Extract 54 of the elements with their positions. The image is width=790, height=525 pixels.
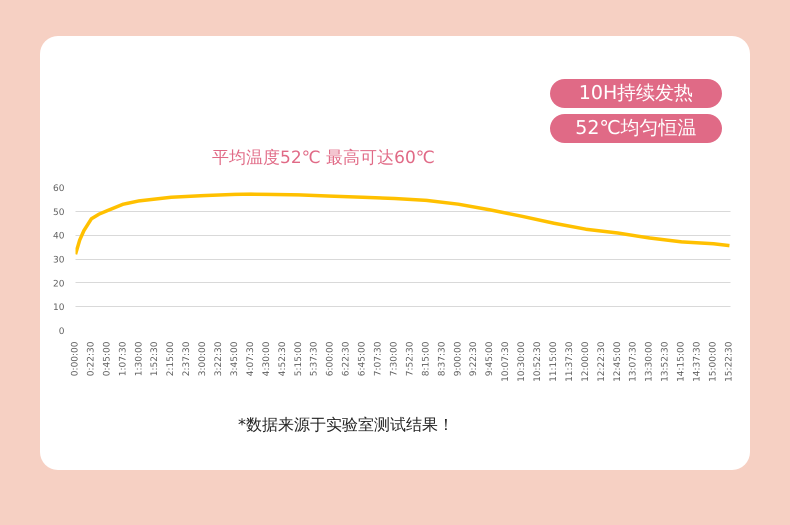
y-tick-label: 40 bbox=[53, 231, 65, 242]
x-tick-label: 12:45:00 bbox=[612, 340, 623, 382]
x-tick-label: 12:00:00 bbox=[580, 340, 591, 382]
x-tick-label: 9:45:00 bbox=[485, 340, 496, 376]
x-tick-label: 10:52:30 bbox=[533, 340, 544, 382]
y-tick-label: 30 bbox=[53, 255, 65, 266]
x-tick-label: 2:15:00 bbox=[166, 340, 176, 376]
chart-title: 平均温度52℃ 最高可达60℃ bbox=[212, 147, 435, 170]
text: 52℃均匀恒温 bbox=[575, 116, 697, 142]
x-tick-label: 13:52:30 bbox=[660, 340, 671, 382]
x-tick-label: 9:00:00 bbox=[453, 340, 464, 376]
x-tick-label: 10:07:30 bbox=[501, 340, 512, 382]
x-tick-label: 14:37:30 bbox=[692, 340, 703, 382]
x-tick-label: 15:00:00 bbox=[708, 340, 718, 382]
x-tick-label: 9:22:30 bbox=[469, 340, 480, 376]
x-tick-label: 0:00:00 bbox=[70, 340, 80, 376]
x-tick-label: 3:22:30 bbox=[214, 340, 224, 376]
x-tick-label: 13:07:30 bbox=[628, 340, 639, 382]
x-tick-label: 12:22:30 bbox=[596, 340, 607, 382]
x-tick-label: 3:00:00 bbox=[198, 340, 208, 376]
x-tick-label: 7:30:00 bbox=[389, 340, 400, 376]
x-tick-label: 5:15:00 bbox=[294, 340, 304, 376]
x-tick-label: 15:22:30 bbox=[724, 340, 734, 382]
x-tick-label: 6:22:30 bbox=[342, 340, 352, 376]
x-tick-label: 11:15:00 bbox=[548, 340, 559, 382]
x-tick-label: 5:37:30 bbox=[310, 340, 320, 376]
x-tick-label: 1:30:00 bbox=[134, 340, 144, 376]
x-tick-label: 0:45:00 bbox=[102, 340, 112, 376]
x-tick-label: 11:37:30 bbox=[564, 340, 575, 382]
y-tick-label: 50 bbox=[53, 207, 65, 218]
x-tick-label: 4:07:30 bbox=[246, 340, 256, 376]
text: 10H持续发热 bbox=[578, 81, 694, 106]
x-tick-label: 1:52:30 bbox=[150, 340, 160, 376]
x-tick-label: 8:15:00 bbox=[421, 340, 432, 376]
text: *数据来源于实验室测试结果！ bbox=[238, 414, 454, 436]
x-tick-label: 3:45:00 bbox=[230, 340, 240, 376]
x-tick-label: 4:30:00 bbox=[262, 340, 272, 376]
x-tick-label: 14:15:00 bbox=[676, 340, 687, 382]
x-tick-label: 6:45:00 bbox=[358, 340, 368, 376]
y-tick-label: 20 bbox=[53, 278, 65, 289]
x-tick-label: 8:37:30 bbox=[437, 340, 448, 376]
y-tick-label: 0 bbox=[58, 326, 65, 337]
x-tick-label: 0:22:30 bbox=[86, 340, 96, 376]
x-tick-label: 6:00:00 bbox=[326, 340, 336, 376]
line-series bbox=[76, 192, 730, 256]
x-tick-label: 7:07:30 bbox=[374, 340, 384, 376]
x-tick-label: 2:37:30 bbox=[182, 340, 192, 376]
y-tick-label: 10 bbox=[53, 302, 65, 313]
x-tick-label: 4:52:30 bbox=[278, 340, 288, 376]
x-tick-label: 7:52:30 bbox=[405, 340, 416, 376]
x-tick-label: 1:07:30 bbox=[118, 340, 128, 376]
x-tick-label: 13:30:00 bbox=[644, 340, 655, 382]
x-tick-label: 10:30:00 bbox=[517, 340, 528, 382]
y-tick-label: 60 bbox=[53, 184, 65, 194]
